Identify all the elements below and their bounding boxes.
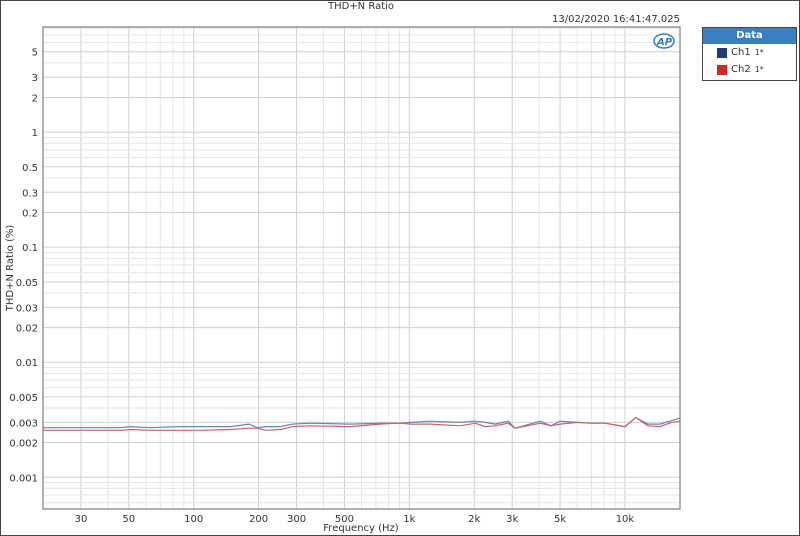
y-tick-label: 0.02	[16, 324, 38, 335]
legend: Data Ch1 1* Ch2 1*	[702, 27, 797, 81]
y-tick-label: 0.2	[22, 209, 38, 220]
legend-title: Data	[703, 28, 796, 44]
svg-text:AP: AP	[656, 37, 673, 48]
y-tick-label: 0.05	[16, 278, 38, 289]
y-tick-label: 0.01	[16, 358, 38, 369]
y-tick-label: 0.3	[22, 188, 38, 199]
x-tick-label: 300	[287, 514, 306, 525]
chart-title: THD+N Ratio	[327, 1, 394, 12]
y-tick-label: 0.002	[9, 439, 38, 450]
x-tick-label: 2k	[468, 514, 480, 525]
legend-item-ch2[interactable]: Ch2 1*	[703, 61, 796, 78]
y-tick-label: 0.003	[9, 418, 38, 429]
series-line-ch2	[43, 416, 680, 431]
timestamp: 13/02/2020 16:41:47.025	[552, 14, 680, 25]
x-tick-label: 1k	[403, 514, 415, 525]
legend-item-ch1[interactable]: Ch1 1*	[703, 44, 796, 61]
y-axis-label: THD+N Ratio (%)	[5, 225, 16, 313]
plot-area	[42, 26, 681, 510]
y-tick-label: 0.03	[16, 303, 38, 314]
y-tick-label: 0.5	[22, 163, 38, 174]
ap-logo: AP	[653, 33, 675, 49]
legend-label: Ch2	[731, 64, 751, 75]
x-axis-label: Frequency (Hz)	[323, 523, 399, 534]
x-tick-label: 30	[75, 514, 88, 525]
x-tick-label: 3k	[506, 514, 518, 525]
y-tick-label: 0.1	[22, 243, 38, 254]
x-tick-label: 5k	[554, 514, 566, 525]
x-tick-label: 500	[335, 514, 354, 525]
y-tick-label: 0.005	[9, 393, 38, 404]
legend-suffix: 1*	[754, 65, 764, 74]
y-tick-label: 2	[32, 93, 38, 104]
x-tick-label: 10k	[616, 514, 635, 525]
y-tick-label: 0.001	[9, 473, 38, 484]
legend-suffix: 1*	[754, 48, 764, 57]
x-tick-label: 200	[249, 514, 268, 525]
y-tick-label: 5	[32, 48, 38, 59]
x-tick-label: 100	[184, 514, 203, 525]
ch2-swatch	[717, 64, 727, 75]
ch1-swatch	[717, 47, 727, 58]
y-tick-label: 3	[32, 73, 38, 84]
x-tick-label: 50	[122, 514, 135, 525]
y-tick-label: 1	[32, 128, 38, 139]
legend-label: Ch1	[731, 47, 751, 58]
